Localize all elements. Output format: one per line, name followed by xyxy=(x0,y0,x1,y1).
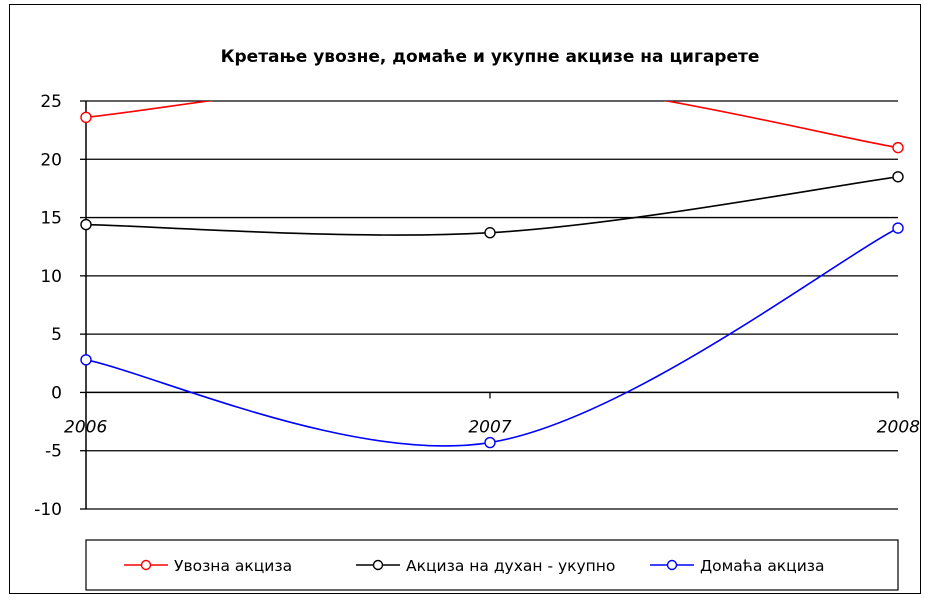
series-line-0 xyxy=(86,101,898,149)
chart-title: Кретање увозне, домаће и укупне акцизе н… xyxy=(221,47,760,67)
series-line-1 xyxy=(86,175,898,236)
y-tick-label: 25 xyxy=(40,92,62,112)
legend-swatch-marker xyxy=(140,559,152,571)
y-tick-label: 0 xyxy=(51,383,62,403)
legend-label: Увозна акциза xyxy=(174,557,292,575)
data-point xyxy=(484,227,496,239)
y-tick-label: -10 xyxy=(34,500,62,520)
legend-label: Домаћа акциза xyxy=(700,557,825,575)
data-point xyxy=(80,111,92,124)
legend-swatch-marker xyxy=(372,559,384,571)
chart-frame xyxy=(9,4,921,594)
axis-layer: -10 -5 0 5 10 15 20 25 2006 2007 2008 xyxy=(34,92,920,520)
grid-layer xyxy=(86,100,898,510)
legend-label: Акциза на духан - укупно xyxy=(406,557,615,575)
data-point xyxy=(892,141,904,154)
series-layer xyxy=(86,101,898,447)
y-tick-label: -5 xyxy=(45,442,62,462)
y-tick-label: 10 xyxy=(40,267,62,287)
legend: Увозна акциза Акциза на духан - укупно Дом… xyxy=(85,539,899,591)
series-line-2 xyxy=(86,227,898,447)
data-point xyxy=(484,436,496,449)
y-tick-label: 15 xyxy=(40,209,62,229)
legend-box xyxy=(85,539,899,591)
data-point xyxy=(80,218,92,231)
data-point xyxy=(892,222,904,234)
data-point xyxy=(892,171,904,183)
y-tick-label: 5 xyxy=(51,325,62,345)
marker-layer xyxy=(80,111,904,449)
x-tick-label: 2006 xyxy=(64,417,107,437)
legend-swatch-marker xyxy=(666,559,678,571)
x-tick-label: 2007 xyxy=(468,417,511,437)
x-tick-label: 2008 xyxy=(877,417,920,437)
data-point xyxy=(80,354,92,366)
y-tick-label: 20 xyxy=(40,150,62,170)
